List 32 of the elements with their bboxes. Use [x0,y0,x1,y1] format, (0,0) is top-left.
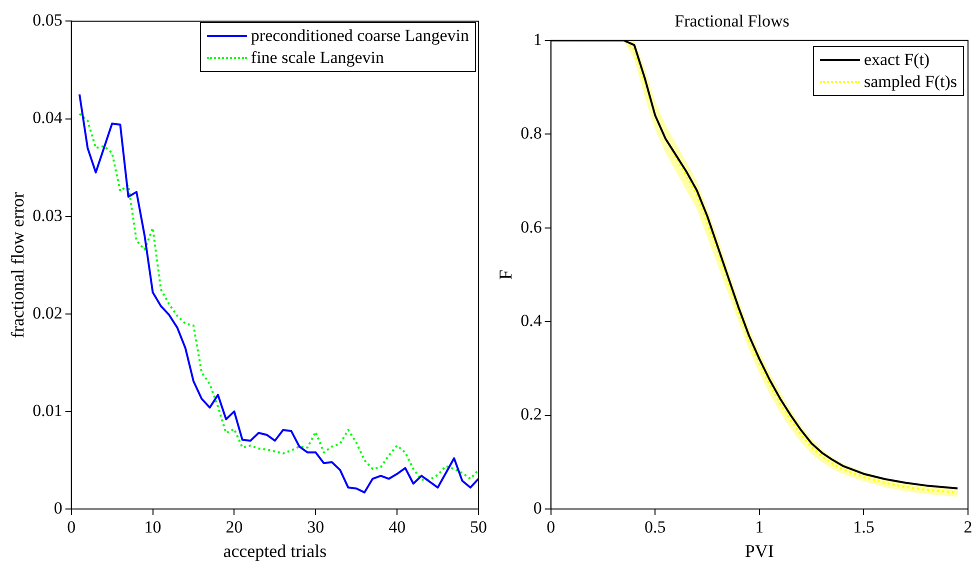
y-tick-label: 0.8 [520,124,542,143]
y-tick-label: 0.6 [520,217,542,236]
y-axis-title: F [496,270,516,280]
y-axis-title: fractional flow error [8,192,28,338]
x-tick-label: 40 [388,518,406,537]
x-axis-title: PVI [744,540,774,561]
legend-label: exact F(t) [864,49,930,71]
y-tick-label: 0 [54,498,62,518]
chart-title: Fractional Flows [674,12,790,31]
y-tick-label: 0.01 [32,400,62,420]
x-axis-title: accepted trials [223,540,327,561]
y-tick-label: 1 [533,30,542,49]
y-tick-label: 0.05 [32,10,62,30]
x-tick-label: 20 [226,518,243,537]
y-tick-label: 0.04 [32,108,63,128]
x-tick-label: 0 [67,518,76,537]
x-tick-label: 0 [546,518,556,537]
x-tick-label: 1.5 [853,518,874,537]
x-tick-label: 2 [964,518,972,537]
x-tick-label: 30 [307,518,324,537]
x-tick-label: 0.5 [644,518,666,537]
y-tick-label: 0.03 [32,206,62,225]
y-tick-label: 0.2 [520,404,542,424]
legend-label: fine scale Langevin [250,47,384,69]
x-tick-label: 10 [144,518,162,537]
x-tick-label: 1 [755,518,764,537]
y-tick-label: 0 [533,498,542,518]
y-tick-label: 0.4 [520,311,542,330]
legend-label: preconditioned coarse Langevin [250,25,469,47]
legend-label: sampled F(t)s [864,71,957,93]
y-tick-label: 0.02 [32,303,62,322]
x-tick-label: 50 [470,518,487,537]
